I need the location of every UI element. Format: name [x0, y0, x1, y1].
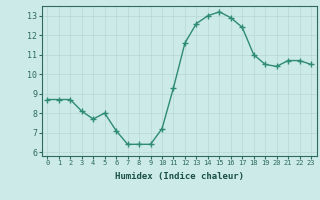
- X-axis label: Humidex (Indice chaleur): Humidex (Indice chaleur): [115, 172, 244, 181]
